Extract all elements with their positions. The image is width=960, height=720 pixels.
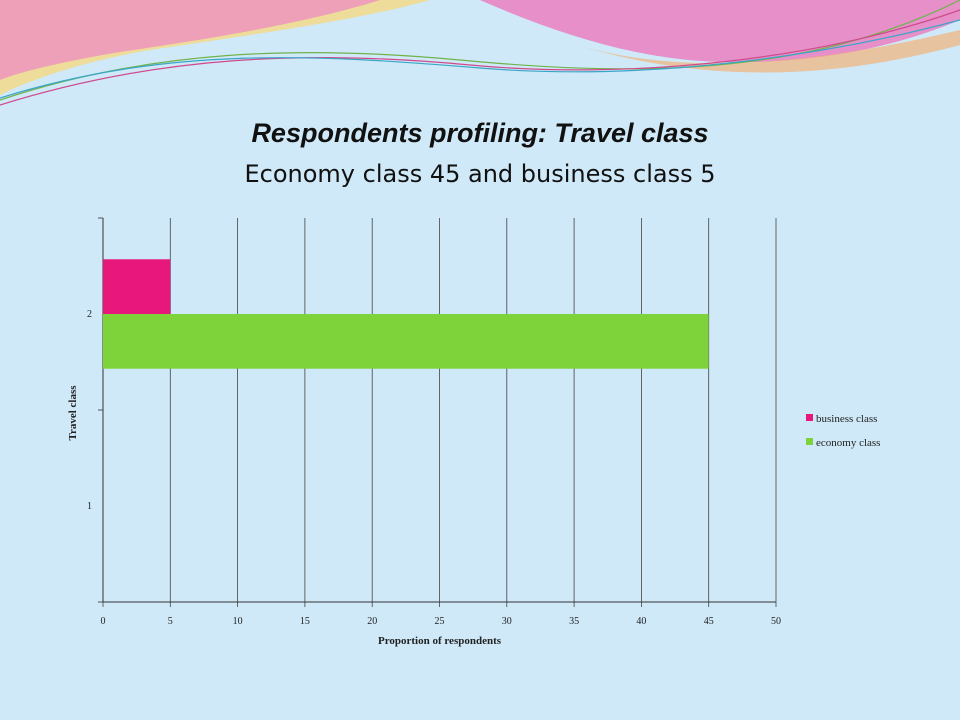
y-tick-label-2: 2: [87, 309, 92, 320]
x-axis-title: Proportion of respondents: [378, 635, 502, 647]
x-tick-label-15: 15: [300, 616, 310, 627]
x-tick-label-30: 30: [502, 616, 512, 627]
x-tick-label-35: 35: [569, 616, 579, 627]
x-tick-label-10: 10: [233, 616, 243, 627]
decorative-line-2: [0, 9, 960, 106]
x-tick-label-20: 20: [367, 616, 377, 627]
slide-title: Respondents profiling: Travel class: [251, 118, 709, 148]
x-tick-label-50: 50: [771, 616, 781, 627]
decorative-wave-pink: [0, 0, 380, 80]
decorative-wave-right-orange: [560, 30, 960, 73]
y-axis-title: Travel class: [67, 385, 79, 441]
x-tick-label-40: 40: [636, 616, 646, 627]
decorative-line-3: [0, 19, 960, 99]
x-tick-label-25: 25: [435, 616, 445, 627]
legend-label-business-class: business class: [816, 413, 877, 425]
y-tick-label-1: 1: [87, 501, 92, 512]
legend-swatch-business-class: [806, 414, 813, 421]
bar-business-class-2: [103, 259, 171, 314]
legend-label-economy-class: economy class: [816, 437, 880, 449]
x-tick-label-0: 0: [101, 616, 106, 627]
x-tick-label-5: 5: [168, 616, 173, 627]
bar-economy-class-2: [103, 314, 709, 369]
legend-swatch-economy-class: [806, 438, 813, 445]
slide-subtitle: Economy class 45 and business class 5: [244, 160, 716, 188]
x-tick-label-45: 45: [704, 616, 714, 627]
